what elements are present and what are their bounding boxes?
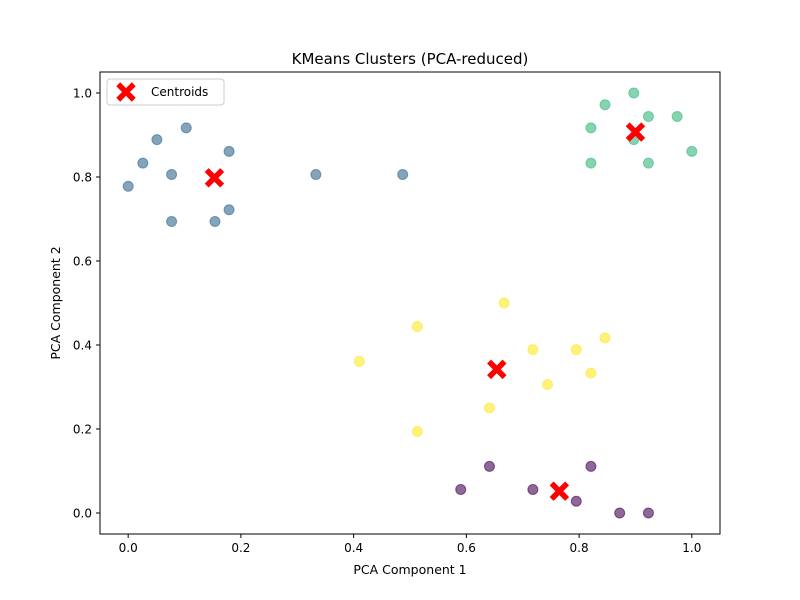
- x-axis-label: PCA Component 1: [353, 562, 466, 577]
- x-axis-ticks: 0.0 0.2 0.4 0.6 0.8 1.0: [119, 534, 701, 555]
- cluster-3-point-9: [599, 332, 611, 344]
- cluster-2-point-3: [628, 87, 640, 99]
- cluster-3-point-2: [411, 426, 423, 438]
- x-tick-label-5: 1.0: [682, 541, 701, 555]
- cluster-0-point-6: [642, 507, 654, 519]
- cluster-3-point-7: [570, 344, 582, 356]
- cluster-2-point-1: [585, 157, 597, 169]
- cluster-3-point-0: [353, 355, 365, 367]
- chart-title: KMeans Clusters (PCA-reduced): [292, 50, 529, 68]
- y-tick-label-2: 0.4: [73, 339, 92, 353]
- cluster-1-point-2: [151, 134, 163, 146]
- x-tick-label-3: 0.6: [457, 541, 476, 555]
- cluster-0-point-1: [483, 460, 495, 472]
- y-axis-label: PCA Component 2: [48, 246, 63, 359]
- cluster-0-point-5: [614, 507, 626, 519]
- cluster-2-point-8: [686, 145, 698, 157]
- x-tick-label-2: 0.4: [344, 541, 363, 555]
- cluster-3-point-6: [542, 378, 554, 390]
- y-tick-label-3: 0.6: [73, 255, 92, 269]
- y-axis-ticks: 0.0 0.2 0.4 0.6 0.8 1.0: [73, 87, 100, 521]
- cluster-1-point-5: [180, 122, 192, 134]
- cluster-0-point-4: [585, 460, 597, 472]
- legend-centroid-x: [116, 82, 136, 102]
- cluster-0-point-2: [527, 483, 539, 495]
- legend-centroid-marker: [116, 82, 136, 102]
- cluster-1-point-3: [166, 168, 178, 180]
- y-tick-label-4: 0.8: [73, 171, 92, 185]
- y-tick-label-0: 0.0: [73, 507, 92, 521]
- plot-frame: [99, 71, 721, 535]
- cluster-3-point-5: [527, 344, 539, 356]
- cluster-2-point-6: [642, 157, 654, 169]
- cluster-2-point-5: [642, 111, 654, 123]
- centroid-marker-1: [204, 168, 225, 188]
- cluster-1-point-6: [209, 216, 221, 228]
- cluster-1-point-9: [310, 168, 322, 180]
- cluster-1-point-8: [223, 204, 235, 216]
- legend-label-centroids: Centroids: [151, 85, 208, 99]
- cluster-1-point-1: [137, 157, 149, 169]
- cluster-1-point-7: [223, 145, 235, 157]
- cluster-1-point-4: [166, 216, 178, 228]
- x-tick-label-0: 0.0: [119, 541, 138, 555]
- centroids-layer: [204, 122, 646, 501]
- x-tick-label-1: 0.2: [231, 541, 250, 555]
- cluster-3-point-8: [585, 367, 597, 379]
- points-layer: [122, 87, 698, 519]
- y-tick-label-1: 0.2: [73, 423, 92, 437]
- legend: Centroids: [106, 78, 225, 106]
- cluster-2-point-0: [585, 122, 597, 134]
- cluster-3-point-1: [411, 321, 423, 333]
- centroid-marker-2: [625, 122, 646, 142]
- x-tick-label-4: 0.8: [570, 541, 589, 555]
- centroid-marker-3: [487, 359, 507, 380]
- cluster-1-point-0: [122, 180, 134, 192]
- cluster-0-point-3: [570, 495, 582, 507]
- y-tick-label-5: 1.0: [73, 87, 92, 101]
- cluster-0-point-0: [455, 483, 467, 495]
- cluster-1-point-10: [397, 168, 409, 180]
- centroid-marker-0: [549, 481, 570, 501]
- cluster-2-point-2: [599, 99, 611, 111]
- cluster-2-point-7: [671, 111, 683, 123]
- legend-box: [106, 78, 225, 106]
- cluster-3-point-3: [483, 402, 495, 414]
- cluster-3-point-4: [498, 297, 510, 309]
